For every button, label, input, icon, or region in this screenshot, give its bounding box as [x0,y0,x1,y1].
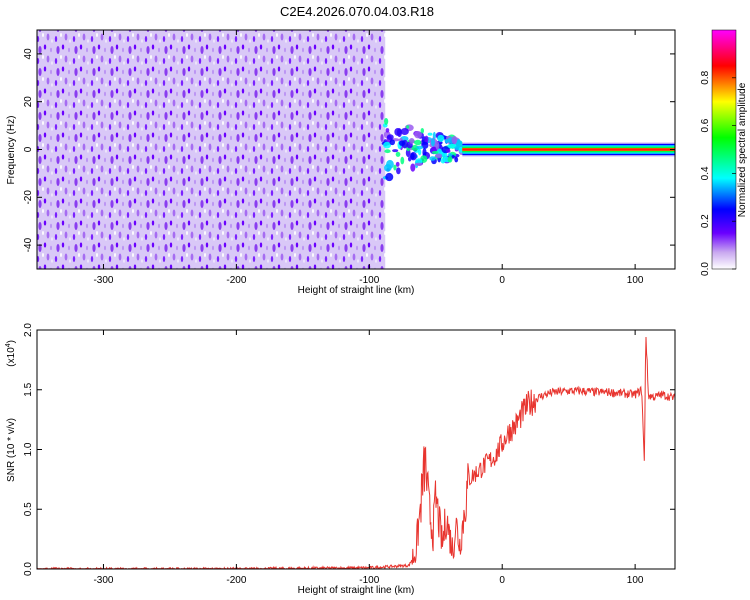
spectrogram-transition-blob [395,151,401,157]
snr-x-ticks: -300 -200 -100 0 100 [93,330,644,586]
spectrogram-transition-blob [414,131,422,139]
spectrogram-transition-blob [385,172,394,182]
spectrogram-transition-blob [413,139,422,146]
spectrogram-transition-blob [418,148,422,156]
x-tick-label: -200 [226,575,246,586]
spectrogram-noise-region [37,30,386,269]
x-tick-label: 0 [499,575,505,586]
y-tick-label: -40 [23,237,34,252]
spectrogram-transition-blob [384,149,391,154]
spectrogram-transition-blob [398,140,406,146]
page-title: C2E4.2026.070.04.03.R18 [280,4,434,19]
spectrogram-transition-blob [389,139,396,146]
spectrogram-transition-blob [447,155,453,163]
spectrogram-transition-blob [395,161,400,167]
spectrogram-y-ticks: -40 -20 0 20 40 [23,48,675,252]
spectrogram-transition-blob [431,150,439,155]
spectrogram-transition-blob [447,143,457,149]
spectrogram-transition-blob [410,152,415,160]
y-tick-label: 0.5 [23,502,34,516]
spectrogram-transition-blob [454,156,459,163]
spectrogram-transition-blob [385,128,390,133]
y-tick-label: 0 [23,146,34,152]
y-tick-label: 40 [23,48,34,60]
spectrogram-y-axis-label: Frequency (Hz) [6,116,17,185]
spectrogram-transition-blob [416,145,424,150]
spectrogram-transition-blob [451,136,458,145]
spectrogram-transition-blob [444,138,449,144]
spectrogram-transition-blob [440,158,446,164]
snr-x-axis-label: Height of straight line (km) [298,585,415,596]
x-tick-label: 0 [499,275,505,286]
snr-plot-area [37,330,675,569]
spectrogram-transition-blob [407,156,412,162]
spectrogram-transition-blob [400,127,409,136]
x-tick-label: -300 [93,275,113,286]
spectrogram-transition-blob [384,118,389,125]
snr-panel: -300 -200 -100 0 100 0.0 0.5 1.0 1.5 2.0 Height … [5,323,676,596]
colorbar-tick-label: 0.4 [700,166,711,180]
spectrogram-transition-blob [386,134,394,140]
spectrogram-transition-blob [427,132,433,136]
x-tick-label: -100 [359,575,379,586]
y-tick-label: 1.5 [23,382,34,396]
spectrogram-transition-blob [396,128,402,138]
colorbar-label: Normalized spectral amplitude [737,82,748,217]
spectrogram-carrier-core [462,148,675,151]
snr-y-scale-prefix: (x10 [6,347,17,367]
x-tick-label: -300 [93,575,113,586]
spectrogram-transition-blob [422,148,427,157]
y-tick-label: -20 [23,190,34,205]
spectrogram-transition-blob [435,141,440,150]
spectrogram-transition-blob [429,156,436,161]
spectrogram-transition-blob [420,127,425,134]
colorbar: 0.0 0.2 0.4 0.6 0.8 Normalized spectral ampl… [700,29,748,276]
spectrogram-transition-blob [434,153,443,159]
spectrogram-transition-blob [437,134,445,142]
colorbar-gradient [711,29,737,270]
y-tick-label: 20 [23,96,34,108]
colorbar-tick-label: 0.0 [700,262,711,276]
spectrogram-transition-blob [411,144,419,151]
spectrogram-transition-blob [410,163,416,172]
spectrogram-transition-region [381,118,465,182]
spectrogram-x-ticks: -300 -200 -100 0 100 [93,30,644,286]
snr-y-ticks: 0.0 0.5 1.0 1.5 2.0 [23,323,675,576]
colorbar-tick-label: 0.2 [700,214,711,228]
x-tick-label: -100 [359,275,379,286]
colorbar-tick-label: 0.8 [700,70,711,84]
spectrogram-transition-blob [408,138,415,144]
spectrogram-transition-blob [392,149,399,153]
colorbar-tick-label: 0.6 [700,118,711,132]
spectrogram-transition-blob [447,152,453,157]
spectrogram-transition-blob [424,135,429,144]
colorbar-ticks: 0.0 0.2 0.4 0.6 0.8 [700,70,736,276]
svg-text:(x104): (x104) [5,340,17,367]
snr-y-axis-label: SNR (10 * v/v) [6,418,17,482]
spectrogram-transition-blob [430,138,435,147]
spectrogram-transition-blob [383,141,391,149]
spectrogram-transition-blob [446,149,451,153]
y-tick-label: 1.0 [23,442,34,456]
spectrogram-transition-blob [393,164,397,171]
snr-y-scale-note: (x104) [5,340,17,367]
spectrogram-transition-blob [400,156,405,165]
x-tick-label: 100 [627,275,644,286]
snr-y-scale-exponent: 4 [5,343,12,347]
y-tick-label: 0.0 [23,562,34,576]
spectrogram-transition-blob [384,164,392,172]
spectrogram-transition-blob [406,125,410,129]
y-tick-label: 2.0 [23,323,34,337]
spectrogram-carrier-region [462,142,675,157]
x-tick-label: -200 [226,275,246,286]
spectrogram-x-axis-label: Height of straight line (km) [298,285,415,296]
spectrogram-transition-blob [414,162,423,166]
spectrogram-transition-blob [458,146,464,153]
x-tick-label: 100 [627,575,644,586]
spectrogram-transition-blob [396,167,401,175]
